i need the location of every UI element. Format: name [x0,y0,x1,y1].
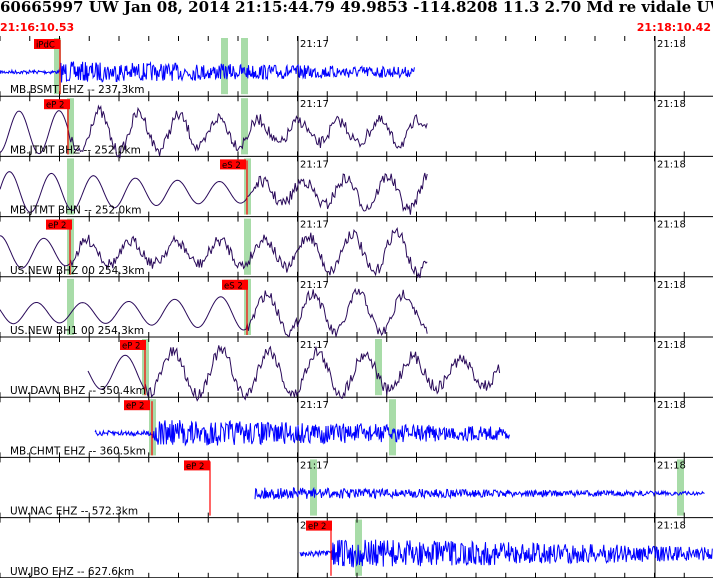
waveform [0,171,428,215]
trace-row[interactable]: 21:17 21:18 eS 2 MB.JTMT BHN -- 252.0km [0,156,713,218]
event-header: 60665997 UW Jan 08, 2014 21:15:44.79 49.… [0,0,713,20]
analysis-window [221,38,228,95]
waveform [299,539,713,568]
analysis-window [67,98,74,155]
channel-label: MB.JTMT BHN -- 252.0km [10,205,142,217]
analysis-window [389,399,396,456]
phase-pick-label: eP 2 [46,101,64,111]
minute-label: 21:18 [657,99,686,110]
channel-label: UW.NAC EHZ -- 572.3km [10,506,138,518]
minute-label: 21:18 [657,400,686,411]
phase-pick-label: eP 2 [126,402,144,412]
phase-pick-flag [44,99,70,110]
trace-row[interactable]: 21:17 21:18 eP 2 UW.DAVN BHZ -- 350.4km [0,337,713,402]
minute-label: 21:18 [657,460,686,471]
phase-pick-flag [34,39,60,49]
channel-label: UW.DAVN BHZ -- 350.4km [10,385,146,397]
trace-row[interactable]: 21:17 21:18 eP 2 UW.NAC EHZ -- 572.3km [0,457,713,519]
waveform [254,486,705,500]
trace-row[interactable]: 21:17 21:18 eP 2 MB.JTMT BHZ -- 252.0km [0,96,713,159]
trace-row[interactable]: 21:17 21:18 iPdC MB.BSMT EHZ -- 237.3km [0,36,713,97]
phase-pick-flag [306,520,332,531]
analysis-window [67,278,74,335]
channel-label: US.NEW BHZ 00 254.3km [10,265,145,277]
phase-pick-label: eP 2 [48,221,66,231]
analysis-window [310,459,317,516]
analysis-window [677,459,684,516]
waveform [0,226,428,279]
analysis-window [54,38,61,95]
waveform [94,419,510,447]
trace-row[interactable]: 21:17 21:18 eP 2 US.NEW BHZ 00 254.3km [0,216,713,279]
phase-pick-label: eS 2 [224,281,243,291]
window-start-time: 21:16:10.53 [0,21,75,34]
phase-pick-flag [220,159,246,170]
minute-label: 21:18 [657,521,686,532]
minute-label: 21:17 [300,99,329,110]
minute-label: 21:17 [300,280,329,291]
analysis-window [241,98,248,155]
phase-pick-label: eS 2 [222,161,241,171]
channel-label: MB.CHMT EHZ -- 360.5km [10,445,146,457]
channel-label: US.NEW BH1 00 254.3km [10,325,144,337]
analysis-window [244,218,251,275]
phase-pick-flag [184,460,210,471]
analysis-window [67,158,74,215]
minute-label: 21:18 [657,340,686,351]
channel-label: UW.JBO EHZ -- 627.6km [10,566,134,578]
waveform [0,61,415,83]
minute-label: 21:17 [300,39,329,50]
minute-label: 21:18 [657,39,686,50]
event-title: 60665997 UW Jan 08, 2014 21:15:44.79 49.… [0,0,713,16]
phase-pick-label: eP 2 [308,522,326,532]
phase-pick-flag [222,279,248,290]
seismogram-panel[interactable]: 21:17 21:18 iPdC MB.BSMT EHZ -- 237.3km 21:1… [0,36,713,578]
analysis-window [375,339,382,396]
waveform [0,104,428,159]
analysis-window [241,38,248,95]
phase-pick-flag [124,400,150,411]
phase-pick-label: iPdC [36,41,55,51]
minute-label: 21:18 [657,159,686,170]
trace-row[interactable]: 21:17 21:18 eS 2 US.NEW BH1 00 254.3km [0,276,713,338]
minute-label: 21:17 [300,340,329,351]
minute-label: 21:17 [300,220,329,231]
minute-label: 21:18 [657,280,686,291]
minute-label: 21:17 [300,460,329,471]
channel-label: MB.BSMT EHZ -- 237.3km [10,84,144,96]
minute-label: 21:18 [657,220,686,231]
minute-label: 21:17 [300,400,329,411]
minute-label: 21:17 [300,159,329,170]
trace-row[interactable]: 21:17 21:18 eP 2 MB.CHMT EHZ -- 360.5km [0,397,713,458]
phase-pick-label: eP 2 [122,342,140,352]
waveform [0,287,428,338]
phase-pick-flag [46,219,72,230]
phase-pick-flag [120,340,146,350]
waveform [87,345,501,402]
phase-pick-label: eP 2 [186,462,204,472]
channel-label: MB.JTMT BHZ -- 252.0km [10,144,141,156]
window-end-time: 21:18:10.42 [636,21,711,34]
